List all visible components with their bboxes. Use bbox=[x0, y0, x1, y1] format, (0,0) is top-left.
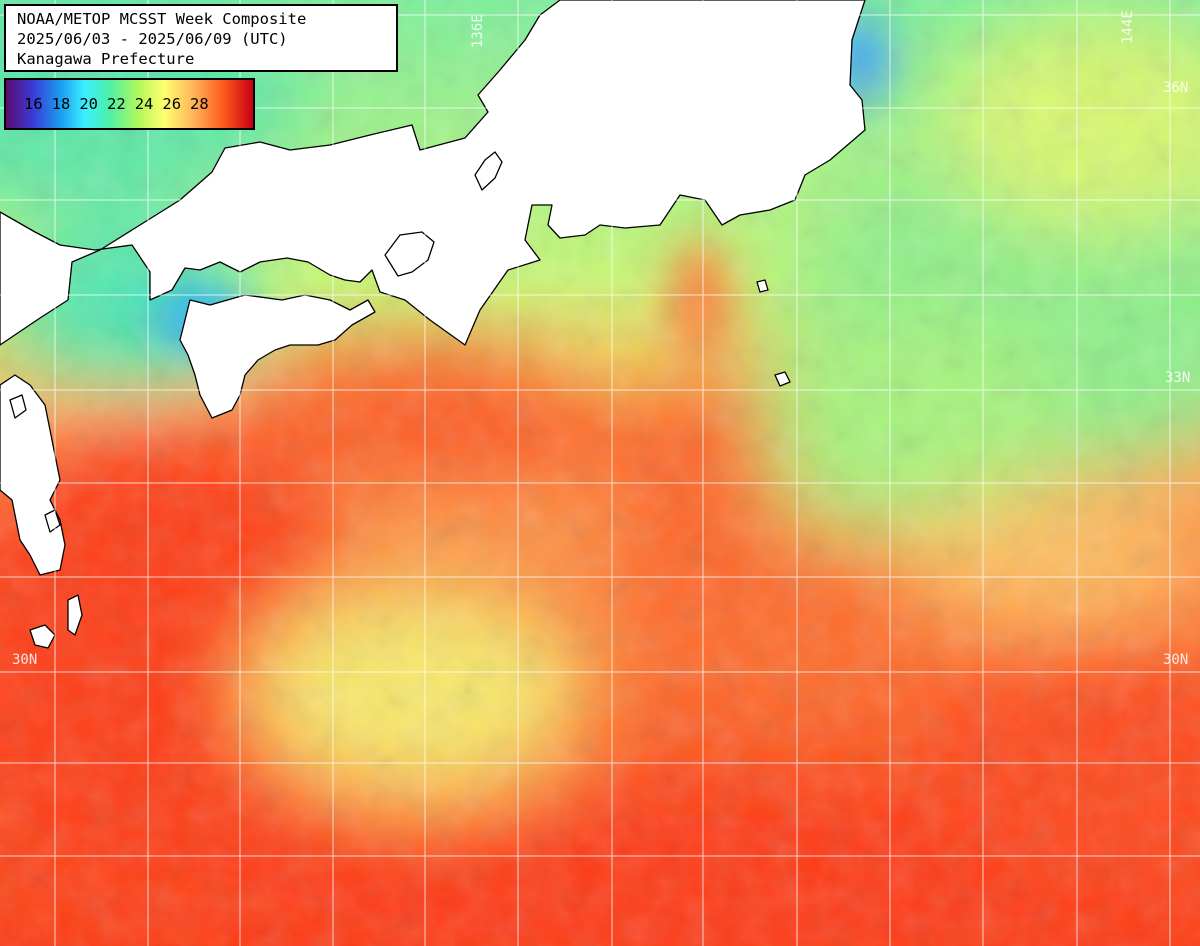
title-line-region: Kanagawa Prefecture bbox=[17, 50, 195, 68]
title-line-dates: 2025/06/03 - 2025/06/09 (UTC) bbox=[17, 30, 288, 48]
legend-tick: 24 bbox=[134, 95, 154, 113]
lon-label-144e: 144E bbox=[1120, 10, 1136, 44]
lon-label-136e: 136E bbox=[470, 14, 486, 48]
lat-label-30n-left: 30N bbox=[12, 652, 38, 668]
legend-tick: 20 bbox=[79, 95, 99, 113]
land-isle-amakusa bbox=[44, 509, 61, 533]
land-isle-izu-oshima bbox=[756, 279, 769, 293]
land-honshu bbox=[0, 0, 866, 346]
land-isle-yakushima bbox=[67, 594, 83, 636]
legend-tick: 16 bbox=[24, 95, 43, 113]
land-isle-hachijo bbox=[774, 371, 791, 387]
land-awaji bbox=[384, 231, 435, 277]
lat-label-33n: 33N bbox=[1165, 370, 1191, 386]
land-isle-goto bbox=[9, 394, 27, 419]
land-shikoku bbox=[179, 294, 376, 419]
lat-label-30n-right: 30N bbox=[1163, 652, 1189, 668]
legend-tick: 26 bbox=[162, 95, 182, 113]
legend-tick: 22 bbox=[107, 95, 126, 113]
land-isle-tanegashima bbox=[29, 624, 56, 649]
title-line-product: NOAA/METOP MCSST Week Composite bbox=[17, 10, 307, 28]
land-masses bbox=[0, 0, 866, 649]
legend-tick: 18 bbox=[51, 95, 71, 113]
title-box: NOAA/METOP MCSST Week Composite 2025/06/… bbox=[4, 4, 398, 72]
land-isle-sado bbox=[474, 151, 503, 191]
lat-label-36n: 36N bbox=[1163, 80, 1189, 96]
legend-tick: 28 bbox=[190, 95, 209, 113]
temperature-legend: 16 18 20 22 24 26 28 bbox=[4, 78, 255, 130]
